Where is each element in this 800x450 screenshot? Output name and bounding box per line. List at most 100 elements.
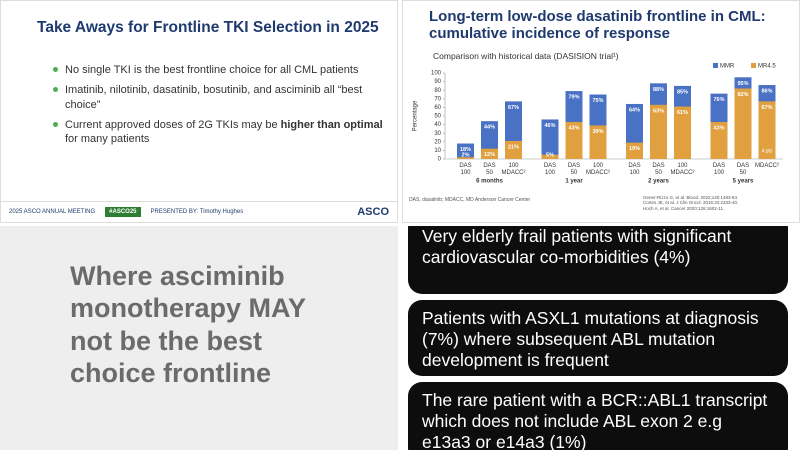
value-label: 85%: [677, 89, 688, 95]
x-tick-label: DAS 50: [483, 163, 495, 176]
x-tick-label: 100 MDACC²: [671, 163, 695, 176]
x-tick-label: DAS 50: [652, 163, 664, 176]
footnote: DAS, dasatinib; MDACC, MD Anderson Cance…: [409, 197, 531, 203]
group-label: 6 months: [476, 179, 503, 185]
value-label: 12%: [484, 152, 495, 158]
value-label: 18%: [460, 147, 471, 153]
value-label: 43%: [568, 125, 579, 131]
bar: [565, 122, 583, 159]
value-label: 88%: [653, 87, 664, 93]
bar: [650, 104, 667, 159]
footer: 2025 ASCO ANNUAL MEETING #ASCO25 PRESENTED…: [1, 201, 397, 222]
y-tick-label: 80: [434, 88, 441, 94]
y-tick-label: 90: [434, 79, 441, 85]
value-label: 95%: [737, 81, 748, 87]
x-tick-label: DAS 50: [568, 163, 580, 176]
y-tick-label: 10: [434, 148, 441, 154]
value-label: 19%: [629, 146, 640, 152]
y-tick-label: 30: [434, 131, 441, 137]
hashtag: #ASCO25: [105, 207, 141, 217]
asciminib-slide: Where asciminib monotherapy MAY not be t…: [0, 226, 398, 450]
x-tick-label: DAS 100: [713, 163, 725, 176]
y-tick-label: 60: [434, 105, 441, 111]
takeaways-slide: Take Aways for Frontline TKI Selection i…: [0, 0, 398, 223]
value-label: 79%: [568, 95, 579, 101]
x-tick-label: 100 MDACC²: [502, 163, 526, 176]
bullet: No single TKI is the best frontline choi…: [53, 63, 385, 77]
reference: Cortes JE, et al. J Clin Oncol. 2016;34:…: [643, 200, 739, 206]
y-tick-label: 40: [434, 122, 441, 128]
case-box: Very elderly frail patients with signifi…: [408, 226, 788, 294]
value-label: 39%: [592, 129, 603, 135]
annotation: 4 pts: [762, 148, 773, 154]
bar: [589, 125, 607, 159]
legend-swatch: [713, 63, 718, 68]
value-label: 76%: [713, 97, 724, 103]
bar: [674, 106, 691, 159]
case-box: Patients with ASXL1 mutations at diagnos…: [408, 300, 788, 376]
value-label: 46%: [544, 123, 555, 129]
legend-swatch: [751, 63, 756, 68]
bar: [541, 154, 559, 159]
group-label: 5 years: [733, 179, 754, 185]
bar: [457, 157, 474, 159]
bar: [758, 101, 776, 159]
chart-slide: Long-term low-dose dasatinib frontline i…: [402, 0, 800, 223]
y-axis-label: Percentage: [413, 100, 419, 131]
value-label: 64%: [629, 107, 640, 113]
bar: [710, 122, 728, 159]
slide-text: Where asciminib monotherapy MAY not be t…: [70, 261, 306, 389]
y-tick-label: 50: [434, 114, 441, 120]
bar: [457, 143, 474, 159]
x-tick-label: DAS 100: [544, 163, 556, 176]
bar: [541, 119, 559, 159]
bar: [626, 142, 643, 159]
x-tick-label: 100 MDACC²: [586, 163, 610, 176]
bullet: Current approved doses of 2G TKIs may be…: [53, 118, 385, 147]
value-label: 2%: [462, 152, 470, 158]
slide-title: Take Aways for Frontline TKI Selection i…: [37, 19, 379, 36]
x-tick-label: MDACC²: [755, 163, 779, 169]
bullet: Comparison with historical data (DASISIO…: [433, 51, 619, 61]
value-label: 21%: [508, 144, 519, 150]
x-tick-label: DAS 100: [459, 163, 471, 176]
y-tick-label: 0: [438, 157, 442, 163]
y-tick-label: 20: [434, 139, 441, 145]
references: Gener-Rizzo G, et al. Blood. 2022;140:14…: [643, 195, 738, 211]
value-label: 44%: [484, 125, 495, 131]
logo: ASCO: [357, 206, 389, 218]
x-tick-label: DAS 100: [628, 163, 640, 176]
bar: [505, 140, 522, 159]
value-label: 43%: [713, 125, 724, 131]
value-label: 61%: [677, 110, 688, 116]
legend-label: MMR: [720, 64, 735, 70]
meeting: 2025 ASCO ANNUAL MEETING: [9, 209, 96, 215]
reference: Hoch A, et al. Cancer 2020;126:1602-11.: [643, 205, 725, 211]
value-label: 63%: [653, 108, 664, 114]
cases-slide: Very elderly frail patients with signifi…: [400, 226, 800, 450]
value-label: 86%: [761, 88, 772, 94]
bullet-bold: higher than optimal: [280, 118, 383, 131]
value-label: 82%: [737, 92, 748, 98]
presenter: PRESENTED BY: Timothy Hughes: [150, 209, 244, 215]
y-tick-label: 70: [434, 96, 441, 102]
legend-label: MR4.5: [758, 64, 776, 70]
bar: [481, 148, 498, 159]
bullet: Imatinib, nilotinib, dasatinib, bosutini…: [53, 83, 385, 112]
bullet-text: Current approved doses of 2G TKIs may be: [65, 118, 281, 131]
value-label: 67%: [761, 105, 772, 111]
y-tick-label: 100: [431, 71, 442, 77]
x-tick-label: DAS 50: [737, 163, 749, 176]
chart: Percentage 0 10 20 30 40 50 60 70 80 90 100 MMR MR4.5…: [413, 63, 783, 185]
bullet-list: No single TKI is the best frontline choi…: [49, 63, 385, 152]
bar: [734, 88, 752, 159]
slide-title: Long-term low-dose dasatinib frontline i…: [429, 8, 766, 42]
bullet-text: for many patients: [65, 133, 150, 146]
value-label: 75%: [592, 98, 603, 104]
group-label: 2 years: [648, 179, 669, 185]
reference: Gener-Rizzo G, et al. Blood. 2022;140:14…: [643, 195, 739, 200]
value-label: 5%: [546, 152, 554, 158]
group-label: 1 year: [565, 179, 583, 185]
value-label: 67%: [508, 105, 519, 111]
